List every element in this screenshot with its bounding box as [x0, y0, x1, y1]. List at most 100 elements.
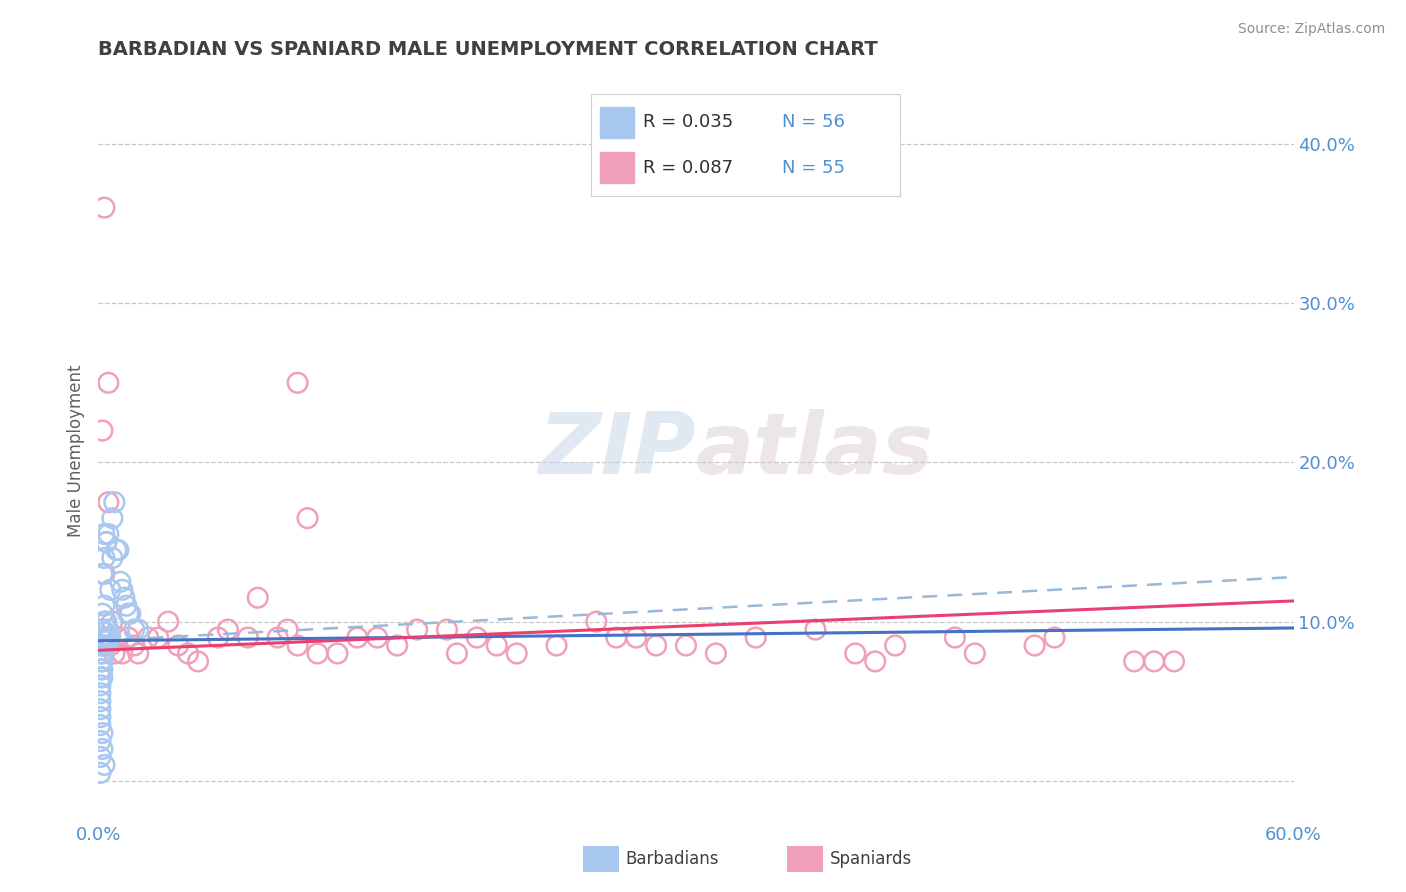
Point	[111, 582, 134, 597]
Point	[96, 631, 118, 645]
Point	[385, 639, 409, 653]
Point	[297, 511, 319, 525]
Point	[485, 639, 508, 653]
Point	[91, 670, 114, 684]
Text: R = 0.087: R = 0.087	[643, 159, 734, 177]
Point	[1043, 631, 1066, 645]
Text: N = 55: N = 55	[782, 159, 845, 177]
Point	[246, 591, 269, 605]
Point	[844, 647, 866, 661]
Point	[745, 631, 768, 645]
Point	[963, 647, 986, 661]
Point	[89, 718, 111, 732]
Point	[103, 495, 125, 509]
Point	[89, 670, 111, 684]
Point	[93, 566, 115, 581]
Point	[675, 639, 697, 653]
Point	[89, 686, 111, 700]
Point	[1163, 655, 1185, 669]
Point	[346, 631, 368, 645]
Point	[93, 599, 115, 613]
Point	[236, 631, 259, 645]
Point	[89, 639, 111, 653]
Point	[1143, 655, 1166, 669]
Point	[93, 615, 115, 629]
Point	[626, 631, 648, 645]
Point	[704, 647, 727, 661]
Point	[91, 639, 114, 653]
Point	[91, 623, 114, 637]
Point	[115, 599, 138, 613]
Text: Source: ZipAtlas.com: Source: ZipAtlas.com	[1237, 22, 1385, 37]
Point	[107, 543, 129, 558]
Point	[89, 734, 111, 748]
Text: Barbadians: Barbadians	[626, 850, 720, 868]
Point	[124, 639, 146, 653]
Point	[97, 623, 120, 637]
Point	[107, 631, 129, 645]
Point	[91, 742, 114, 756]
Point	[865, 655, 887, 669]
Point	[287, 376, 309, 390]
Point	[96, 535, 118, 549]
Point	[406, 623, 429, 637]
Point	[307, 647, 329, 661]
Point	[91, 566, 114, 581]
Point	[110, 574, 132, 589]
Point	[124, 623, 146, 637]
Point	[98, 631, 122, 645]
Point	[326, 647, 349, 661]
Point	[89, 710, 111, 724]
Point	[167, 639, 190, 653]
Point	[93, 631, 115, 645]
Point	[91, 655, 114, 669]
Point	[112, 591, 135, 605]
Point	[101, 511, 124, 525]
Point	[96, 639, 118, 653]
Point	[366, 631, 388, 645]
Point	[98, 639, 122, 653]
Point	[93, 639, 115, 653]
Point	[506, 647, 529, 661]
Point	[93, 201, 115, 215]
Text: ZIP: ZIP	[538, 409, 696, 492]
Point	[105, 543, 128, 558]
Point	[136, 631, 159, 645]
Text: BARBADIAN VS SPANIARD MALE UNEMPLOYMENT CORRELATION CHART: BARBADIAN VS SPANIARD MALE UNEMPLOYMENT …	[98, 40, 879, 59]
Point	[127, 647, 149, 661]
Point	[1024, 639, 1046, 653]
Point	[267, 631, 290, 645]
Point	[89, 631, 111, 645]
Point	[207, 631, 229, 645]
Point	[89, 750, 111, 764]
FancyBboxPatch shape	[600, 107, 634, 137]
Point	[89, 702, 111, 716]
Text: R = 0.035: R = 0.035	[643, 113, 734, 131]
FancyBboxPatch shape	[600, 153, 634, 183]
Point	[93, 550, 115, 565]
Point	[89, 623, 111, 637]
Point	[117, 607, 139, 621]
Point	[101, 550, 124, 565]
Point	[89, 662, 111, 676]
Point	[97, 495, 120, 509]
Point	[187, 655, 209, 669]
Point	[1123, 655, 1146, 669]
Point	[127, 623, 149, 637]
Point	[943, 631, 966, 645]
Point	[546, 639, 568, 653]
Point	[605, 631, 627, 645]
Point	[91, 631, 114, 645]
Point	[98, 582, 122, 597]
Point	[96, 535, 118, 549]
Point	[91, 607, 114, 621]
Point	[91, 424, 114, 438]
Point	[91, 647, 114, 661]
Point	[91, 726, 114, 740]
Point	[465, 631, 488, 645]
Point	[91, 662, 114, 676]
Point	[93, 527, 115, 541]
Point	[804, 623, 827, 637]
Point	[103, 647, 125, 661]
Text: Spaniards: Spaniards	[830, 850, 911, 868]
